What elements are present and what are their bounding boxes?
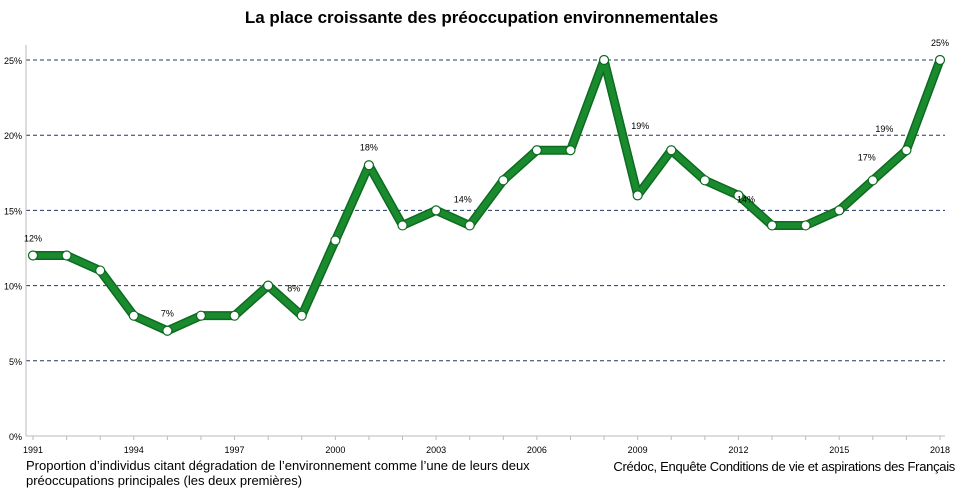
data-point — [531, 145, 542, 156]
data-point — [699, 175, 710, 186]
data-label: 17% — [858, 152, 876, 162]
x-tick-label: 1997 — [225, 445, 245, 455]
y-tick-label: 15% — [4, 206, 22, 216]
data-label: 14% — [737, 194, 755, 204]
x-tick-label: 2018 — [930, 445, 950, 455]
data-point — [431, 205, 442, 216]
chart-title: La place croissante des préoccupation en… — [244, 8, 719, 27]
x-tick-label: 1994 — [124, 445, 144, 455]
x-axis-caption: Proportion d’individus citant dégradatio… — [26, 458, 530, 488]
data-point — [666, 145, 677, 156]
data-point — [229, 310, 240, 321]
data-point — [464, 220, 475, 231]
x-tick-label: 2003 — [426, 445, 446, 455]
data-label: 14% — [454, 194, 472, 204]
data-point — [27, 250, 39, 261]
data-label: 12% — [24, 234, 42, 244]
data-label: 8% — [287, 284, 300, 294]
data-point — [834, 205, 845, 216]
data-point — [934, 54, 946, 66]
x-tick-label: 2015 — [829, 445, 849, 455]
x-tick-label: 2012 — [728, 445, 748, 455]
series-line — [33, 57, 943, 334]
data-point — [397, 220, 408, 231]
y-tick-label: 20% — [4, 131, 22, 141]
data-point — [330, 235, 341, 246]
data-label: 19% — [875, 124, 893, 134]
source-note: Crédoc, Enquête Conditions de vie et asp… — [613, 459, 955, 474]
data-point — [598, 54, 610, 66]
data-label: 19% — [631, 121, 649, 131]
data-point — [128, 310, 139, 321]
x-tick-label: 2000 — [325, 445, 345, 455]
data-point — [867, 175, 878, 186]
data-point — [565, 145, 576, 156]
data-label: 25% — [931, 38, 949, 48]
data-point — [363, 160, 375, 171]
x-tick-label: 1991 — [23, 445, 43, 455]
data-point — [733, 190, 744, 201]
data-point — [61, 250, 72, 261]
data-point — [632, 190, 643, 201]
data-label: 7% — [161, 309, 174, 319]
data-point — [766, 220, 778, 231]
y-tick-label: 5% — [9, 357, 22, 367]
series-line-shadow — [33, 55, 945, 336]
data-point — [95, 265, 106, 276]
x-tick-label: 2009 — [628, 445, 648, 455]
data-label: 18% — [360, 142, 378, 152]
y-tick-label: 0% — [9, 432, 22, 442]
data-point — [162, 325, 173, 336]
data-point — [263, 280, 274, 291]
y-tick-label: 25% — [4, 56, 22, 66]
data-point — [296, 310, 307, 321]
data-point — [498, 175, 509, 186]
data-point — [195, 310, 207, 321]
data-point — [800, 220, 811, 231]
y-tick-label: 10% — [4, 282, 22, 292]
x-tick-label: 2006 — [527, 445, 547, 455]
data-point — [901, 145, 912, 156]
